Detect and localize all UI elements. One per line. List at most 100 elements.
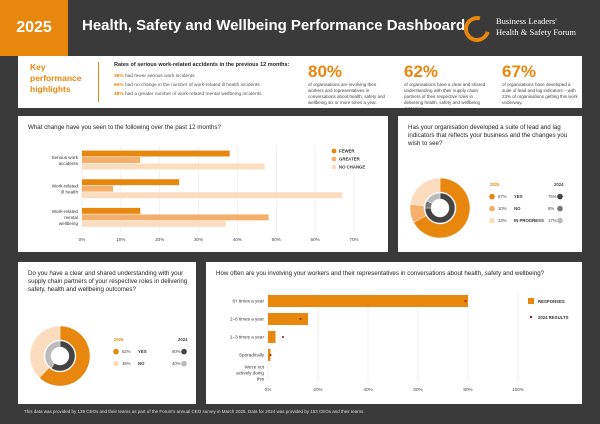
- rate-line: 38% had fewer serious work incidents: [114, 72, 294, 81]
- rate-pct: 38%: [114, 74, 124, 79]
- logo-line-2: Health & Safety Forum: [496, 27, 577, 37]
- legend-label: FEWER: [339, 149, 355, 154]
- legend-swatch-2024: [557, 217, 563, 224]
- x-tick-label: 40%: [233, 237, 242, 242]
- legend-value-2025: 38%: [122, 361, 131, 366]
- legend-label: NO CHANGE: [339, 165, 365, 170]
- chart-title: Has your organisation developed a suite …: [408, 124, 568, 147]
- donut-slice-2024: [424, 192, 456, 224]
- bar: [82, 157, 141, 163]
- legend-label: YES: [138, 349, 147, 354]
- x-tick-label: 100%: [512, 387, 524, 392]
- x-tick-label: 0%: [265, 387, 272, 392]
- legend-swatch-2024: [557, 193, 563, 200]
- legend-value-2025: 10%: [498, 206, 507, 211]
- bar: [82, 150, 230, 157]
- x-tick-label: 40%: [363, 387, 372, 392]
- page-title: Health, Safety and Wellbeing Performance…: [82, 17, 466, 34]
- category-label: We're not: [245, 365, 265, 370]
- legend-swatch: [489, 217, 495, 224]
- legend-value-2025: 62%: [122, 349, 131, 354]
- x-tick-label: 30%: [194, 237, 203, 242]
- x-tick-label: 10%: [116, 237, 125, 242]
- rate-line: 48% had a greater number of work-related…: [114, 90, 294, 99]
- legend-year-2025: 2025: [490, 182, 500, 187]
- legend-swatch: [489, 205, 495, 212]
- legend-label: IN PROGRESS: [514, 218, 544, 223]
- marker-2024: [464, 300, 467, 302]
- x-tick-label: 80%: [463, 387, 472, 392]
- stat-text: of organisations are involving their wor…: [308, 82, 386, 105]
- rates-title: Rates of serious work-related accidents …: [114, 62, 290, 68]
- category-label: ill health: [61, 190, 78, 195]
- change-chart-card: What change have you seen to the followi…: [18, 116, 388, 252]
- x-tick-label: 20%: [155, 237, 164, 242]
- legend-value-2024: 40%: [172, 361, 181, 366]
- legend-swatch: [529, 315, 533, 319]
- marker-2024: [282, 336, 284, 338]
- rate-text: had fewer serious work incidents: [124, 74, 195, 79]
- legend-label: NO: [138, 361, 145, 366]
- legend-label: NO: [514, 206, 521, 211]
- bar: [82, 192, 343, 199]
- marker-2024: [269, 354, 272, 356]
- bar: [82, 179, 180, 186]
- involvement-bar-chart: 0% 20% 40% 60% 80% 100% 6+ times a year 2–6 tim…: [230, 292, 569, 392]
- category-label: actively doing: [236, 371, 264, 376]
- legend-swatch: [331, 164, 337, 170]
- stat-text: of organisations have developed a suite …: [502, 82, 578, 105]
- logo-text: Business Leaders' Health & Safety Forum: [496, 16, 576, 38]
- legend-swatch: [331, 156, 337, 162]
- footer-note: This data was provided by 139 CEOs and t…: [24, 409, 365, 414]
- legend-swatch: [113, 360, 119, 367]
- category-label: mental: [64, 215, 78, 220]
- legend-label: GREATER: [339, 157, 361, 162]
- supply-chain-donut-chart: 2025 2024 62% YES 60% 38% NO 40%: [29, 325, 188, 387]
- stat-text: of organisations have a clear and shared…: [404, 82, 486, 111]
- bar: [82, 185, 114, 192]
- chart-title: Do you have a clear and shared understan…: [28, 270, 188, 293]
- legend-label: YES: [514, 194, 523, 199]
- legend-swatch: [528, 298, 534, 304]
- rate-pct: 48%: [114, 92, 124, 97]
- rate-text: had a greater number of work-related men…: [124, 92, 262, 97]
- category-label: 6+ times a year: [232, 299, 264, 304]
- legend-year-2025: 2025: [114, 337, 124, 342]
- legend-swatch: [113, 348, 119, 355]
- rate-pct: 66%: [114, 83, 124, 88]
- x-tick-label: 50%: [272, 237, 281, 242]
- legend-year-2024: 2024: [178, 337, 188, 342]
- legend-swatch-2024: [181, 360, 187, 367]
- legend-value-2025: 23%: [498, 218, 507, 223]
- legend-value-2024: 17%: [548, 218, 557, 223]
- rate-text: had no change in the number of work-rela…: [124, 83, 260, 88]
- legend-swatch: [331, 148, 337, 154]
- legend-value-2024: 8%: [548, 206, 554, 211]
- supply-chain-chart-card: Do you have a clear and shared understan…: [18, 262, 196, 404]
- legend-swatch-2024: [557, 205, 563, 212]
- bar: [268, 295, 468, 307]
- kpi-label: Key performance highlights: [30, 62, 82, 94]
- bar: [82, 220, 226, 227]
- x-tick-label: 60%: [311, 237, 320, 242]
- legend-value-2024: 60%: [172, 349, 181, 354]
- x-tick-label: 70%: [349, 237, 358, 242]
- stat-value: 80%: [308, 62, 343, 81]
- year-badge: 2025: [0, 0, 68, 56]
- category-label: Serious work: [51, 155, 78, 160]
- legend-value-2024: 75%: [548, 194, 557, 199]
- header: 2025 Health, Safety and Wellbeing Perfor…: [0, 0, 600, 56]
- involvement-chart-card: How often are you involving your workers…: [206, 262, 582, 404]
- x-tick-label: 0%: [79, 237, 86, 242]
- kpi-panel: Key performance highlights Rates of seri…: [18, 56, 582, 111]
- category-label: Work-related: [52, 184, 79, 189]
- logo-ring-icon: [459, 11, 495, 47]
- category-label: 1–3 times a year: [230, 335, 264, 340]
- donut-slice: [39, 325, 91, 387]
- legend-label: RESPONSES: [538, 299, 565, 304]
- bar: [82, 207, 141, 214]
- accident-rates: Rates of serious work-related accidents …: [114, 62, 294, 99]
- change-bar-chart: 0% 10% 20% 30% 40% 50% 60% 70% Serious workaccid…: [51, 146, 365, 242]
- chart-title: How often are you involving your workers…: [216, 270, 545, 277]
- kpi-divider: [98, 62, 99, 102]
